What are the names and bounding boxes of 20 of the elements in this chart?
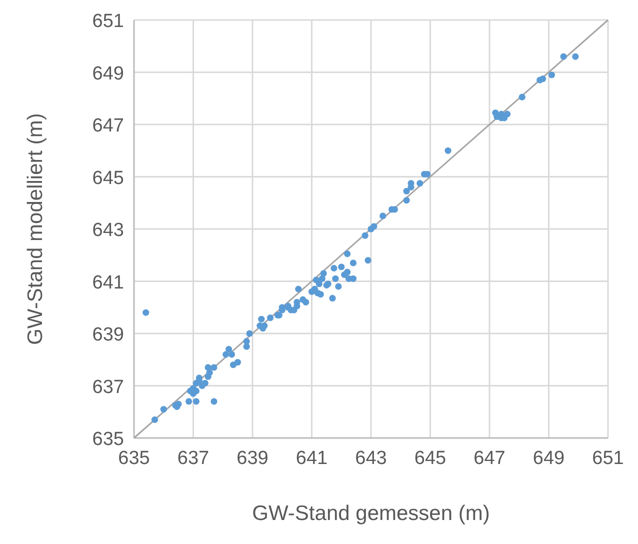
x-tick-label: 647 (474, 448, 506, 469)
x-tick-label: 637 (177, 448, 210, 469)
x-axis-title: GW-Stand gemessen (m) (252, 502, 490, 525)
y-tick-label: 635 (92, 429, 124, 450)
x-tick-label: 643 (355, 448, 387, 469)
x-tick-label: 651 (592, 448, 624, 469)
y-tick-label: 647 (92, 116, 124, 136)
y-tick-label: 645 (92, 168, 124, 189)
x-tick-label: 649 (532, 448, 565, 469)
y-tick-label: 639 (92, 324, 124, 346)
x-tick-label: 639 (236, 448, 268, 469)
x-tick-label: 641 (296, 448, 328, 469)
y-axis-title: GW-Stand modelliert (m) (24, 113, 47, 345)
x-tick-label: 635 (118, 448, 150, 469)
y-tick-label: 649 (92, 63, 124, 84)
y-tick-label: 643 (92, 220, 124, 241)
y-tick-label: 651 (92, 11, 124, 32)
y-tick-label: 641 (92, 272, 124, 294)
y-tick-label: 637 (92, 376, 124, 398)
x-tick-label: 645 (414, 448, 446, 469)
